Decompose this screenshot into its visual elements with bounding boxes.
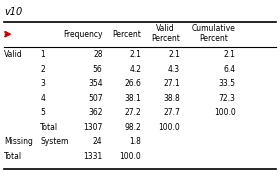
Text: Valid
Percent: Valid Percent <box>151 24 180 43</box>
Text: 33.5: 33.5 <box>219 79 236 88</box>
Text: 56: 56 <box>93 65 102 74</box>
Text: System: System <box>40 137 69 146</box>
Text: 1307: 1307 <box>83 123 102 132</box>
Text: 1: 1 <box>40 50 45 59</box>
Text: 3: 3 <box>40 79 45 88</box>
Text: v10: v10 <box>4 7 22 17</box>
Text: Missing: Missing <box>4 137 33 146</box>
Text: 100.0: 100.0 <box>214 108 236 117</box>
Text: 354: 354 <box>88 79 102 88</box>
Text: 38.8: 38.8 <box>164 94 180 103</box>
Text: 2: 2 <box>40 65 45 74</box>
Text: 38.1: 38.1 <box>125 94 141 103</box>
Text: 100.0: 100.0 <box>120 152 141 161</box>
Text: 507: 507 <box>88 94 102 103</box>
Text: Cumulative
Percent: Cumulative Percent <box>192 24 236 43</box>
Text: 26.6: 26.6 <box>125 79 141 88</box>
Text: 72.3: 72.3 <box>219 94 236 103</box>
Text: 4.2: 4.2 <box>129 65 141 74</box>
Text: 1331: 1331 <box>83 152 102 161</box>
Text: Valid: Valid <box>4 50 23 59</box>
Text: 5: 5 <box>40 108 45 117</box>
Text: 2.1: 2.1 <box>224 50 236 59</box>
Text: Total: Total <box>40 123 58 132</box>
Text: Frequency: Frequency <box>63 30 102 39</box>
Text: 4.3: 4.3 <box>168 65 180 74</box>
Text: Percent: Percent <box>113 30 141 39</box>
Text: 27.1: 27.1 <box>164 79 180 88</box>
Text: 28: 28 <box>93 50 102 59</box>
Text: 27.7: 27.7 <box>163 108 180 117</box>
Text: 362: 362 <box>88 108 102 117</box>
Text: 2.1: 2.1 <box>168 50 180 59</box>
Text: 6.4: 6.4 <box>223 65 236 74</box>
Text: 100.0: 100.0 <box>158 123 180 132</box>
Text: 27.2: 27.2 <box>125 108 141 117</box>
Text: 1.8: 1.8 <box>130 137 141 146</box>
Text: Total: Total <box>4 152 22 161</box>
Text: 24: 24 <box>93 137 102 146</box>
Text: 4: 4 <box>40 94 45 103</box>
Text: 98.2: 98.2 <box>125 123 141 132</box>
Text: 2.1: 2.1 <box>130 50 141 59</box>
